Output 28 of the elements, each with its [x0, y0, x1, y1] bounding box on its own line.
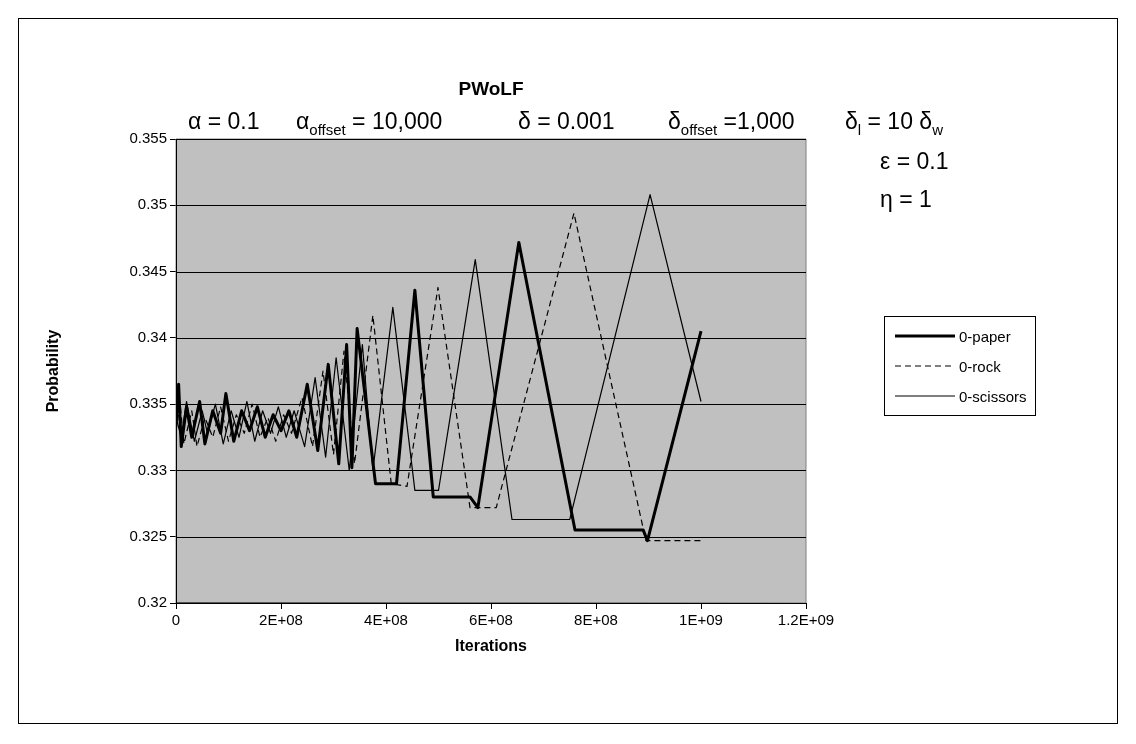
y-tick-label: 0.35	[137, 195, 167, 213]
y-tick-label: 0.34	[137, 328, 167, 345]
text: δ$_{offset}$ =1,000	[668, 108, 795, 138]
legend-label: 0-rock	[959, 357, 1001, 375]
text: α$_{offset}$ = 10,000	[296, 108, 443, 138]
x-tick-label: 6E+08	[469, 611, 513, 629]
text: α = 0.1	[188, 108, 260, 135]
text: δ$_{l}$ = 10 δ$_{w}$	[845, 108, 943, 138]
legend-label: 0-scissors	[959, 387, 1027, 405]
y-tick-label: 0.325	[129, 526, 167, 544]
x-tick-label: 8E+08	[574, 611, 618, 629]
y-tick-label: 0.345	[129, 261, 167, 279]
x-tick-label: 2E+08	[259, 611, 303, 629]
x-tick-label: 1E+09	[679, 611, 723, 629]
x-tick-label: 0	[171, 611, 181, 629]
text: δ = 0.001	[518, 108, 615, 135]
text: ε = 0.1	[880, 148, 949, 175]
chart-title: PWoLF	[457, 78, 525, 100]
y-tick-label: 0.32	[137, 593, 167, 611]
legend-label: 0-paper	[959, 327, 1011, 345]
text: η = 1	[880, 186, 932, 213]
x-axis-title: Iterations	[454, 636, 528, 654]
y-tick-label: 0.33	[137, 460, 167, 478]
y-tick-label: 0.335	[129, 394, 167, 412]
y-tick-label: 0.355	[129, 129, 167, 147]
y-axis-title: Probability	[44, 329, 62, 413]
x-tick-label: 4E+08	[364, 611, 408, 629]
x-tick-label: 1.2E+09	[777, 611, 835, 629]
